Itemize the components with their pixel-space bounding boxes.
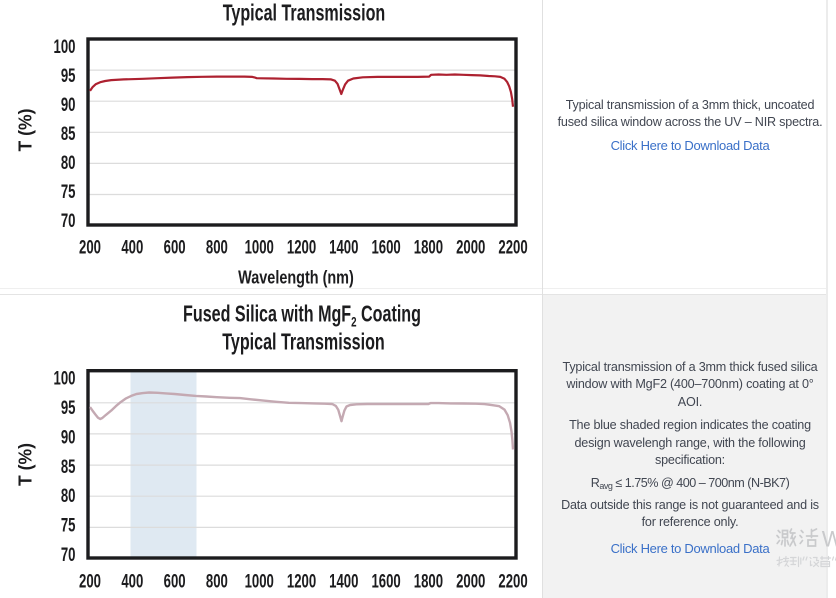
svg-text:Wavelength (nm): Wavelength (nm)	[238, 267, 354, 288]
svg-text:1000: 1000	[245, 570, 274, 592]
svg-text:600: 600	[164, 236, 186, 258]
svg-text:800: 800	[206, 570, 228, 592]
svg-text:800: 800	[206, 236, 228, 258]
svg-text:90: 90	[61, 93, 76, 115]
svg-text:1200: 1200	[287, 236, 316, 258]
svg-text:2000: 2000	[456, 570, 485, 592]
svg-text:1000: 1000	[245, 236, 274, 258]
svg-text:200: 200	[79, 570, 101, 592]
svg-text:Fused Silica with MgF2 Coating: Fused Silica with MgF2 Coating	[183, 302, 421, 330]
svg-text:600: 600	[164, 570, 186, 592]
svg-text:Typical Transmission: Typical Transmission	[222, 330, 384, 355]
svg-text:Typical Transmission: Typical Transmission	[223, 1, 385, 26]
svg-text:95: 95	[61, 397, 76, 419]
svg-text:80: 80	[61, 485, 76, 507]
svg-text:100: 100	[54, 367, 76, 389]
svg-text:70: 70	[61, 210, 76, 232]
svg-text:1600: 1600	[371, 570, 400, 592]
svg-text:W: W	[822, 527, 836, 552]
svg-text:1600: 1600	[371, 236, 400, 258]
svg-text:2200: 2200	[498, 570, 527, 592]
svg-text:200: 200	[79, 236, 101, 258]
svg-text:1400: 1400	[329, 236, 358, 258]
svg-text:2200: 2200	[498, 236, 527, 258]
svg-text:1400: 1400	[329, 570, 358, 592]
svg-text:85: 85	[61, 455, 76, 477]
svg-text:T (%): T (%)	[15, 109, 36, 152]
svg-text:85: 85	[61, 123, 76, 145]
svg-text:1800: 1800	[414, 236, 443, 258]
svg-text:400: 400	[121, 570, 143, 592]
svg-text:75: 75	[61, 514, 76, 536]
svg-text:75: 75	[61, 181, 76, 203]
svg-text:2000: 2000	[456, 236, 485, 258]
svg-text:1200: 1200	[287, 570, 316, 592]
svg-text:90: 90	[61, 426, 76, 448]
svg-text:70: 70	[61, 543, 76, 565]
svg-text:T (%): T (%)	[15, 443, 36, 486]
svg-text:1800: 1800	[414, 570, 443, 592]
svg-text:100: 100	[54, 35, 76, 57]
svg-text:80: 80	[61, 152, 76, 174]
svg-text:400: 400	[121, 236, 143, 258]
svg-text:95: 95	[61, 64, 76, 86]
